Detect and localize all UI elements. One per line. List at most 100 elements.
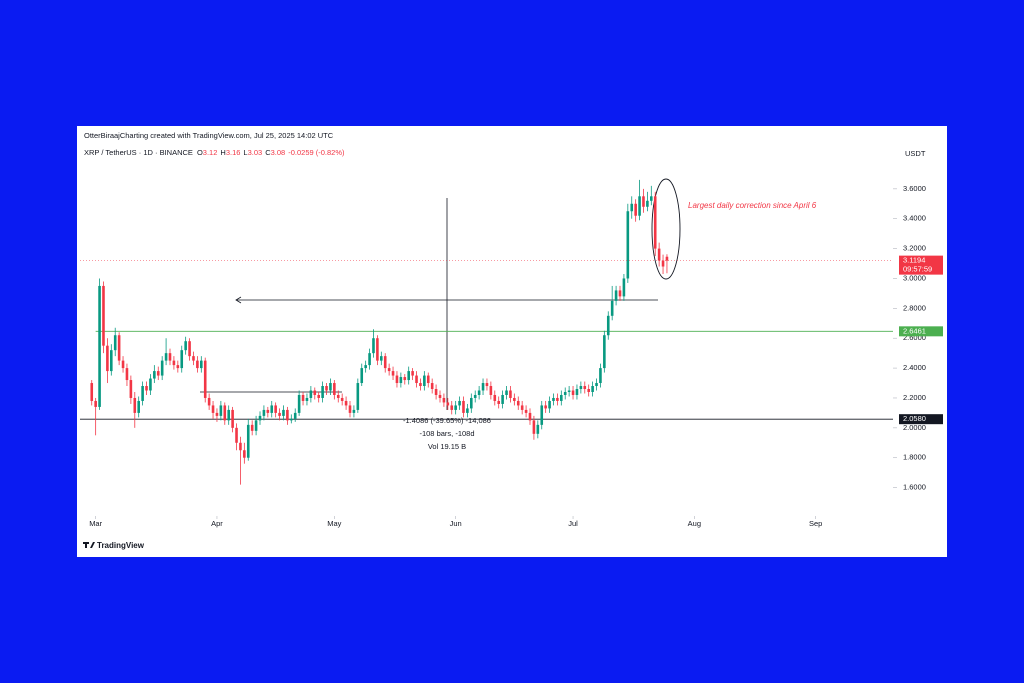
candle-body (505, 390, 508, 395)
candle-body (481, 383, 485, 391)
arrow-head (235, 296, 242, 304)
candle-body (113, 335, 117, 351)
candle-body (579, 386, 583, 390)
y-tick-label: 2.8000 (903, 303, 926, 312)
candle-body (642, 196, 645, 207)
x-tick-label: Aug (688, 519, 701, 528)
candle-body (356, 383, 360, 410)
candle-body (164, 353, 168, 361)
candle-body (501, 394, 504, 404)
candle-body (466, 408, 469, 413)
candle-body (313, 390, 317, 395)
countdown: 09:57:59 (903, 265, 932, 274)
candle-body (98, 285, 101, 407)
candle-body (516, 400, 520, 406)
measure-text: -108 bars, -108d (419, 429, 474, 438)
candle-body (540, 405, 544, 425)
x-tick-label: Sep (809, 519, 822, 528)
price-tag-label: 2.6461 (903, 326, 926, 335)
candle-body (470, 397, 473, 409)
candle-body (485, 383, 489, 387)
x-tick-label: Mar (89, 519, 102, 528)
chart-panel (77, 126, 947, 557)
candle-body (262, 409, 266, 416)
candle-body (391, 371, 395, 376)
ohlc-value: 3.16 (226, 148, 241, 157)
candle-body (207, 397, 211, 406)
candle-body (305, 397, 309, 401)
candle-body (509, 390, 512, 398)
candle-body (223, 405, 227, 421)
candle-body (434, 389, 438, 395)
candle-body (493, 394, 497, 401)
brand: TradingView (83, 541, 145, 550)
candle-body (125, 368, 129, 381)
annotation: Largest daily correction since April 6 (688, 201, 817, 210)
candle-body (446, 402, 450, 406)
candle-body (250, 424, 254, 431)
candle-body (309, 390, 313, 398)
candle-body (196, 360, 199, 369)
candle-body (622, 278, 626, 297)
candle-body (149, 378, 152, 391)
candle-body (94, 400, 97, 407)
candle-body (497, 400, 500, 404)
candle-body (372, 338, 375, 354)
candle-body (567, 390, 571, 392)
credit: OtterBiraajCharting created with Trading… (84, 131, 334, 140)
candle-body (102, 285, 105, 346)
candle-body (333, 383, 336, 395)
candle-body (239, 442, 242, 451)
y-tick-label: 3.2000 (903, 244, 926, 253)
currency: USDT (905, 149, 926, 158)
y-tick-label: 2.6000 (903, 333, 926, 342)
candle-body (571, 390, 575, 395)
candle-body (172, 360, 176, 366)
candle-body (184, 341, 187, 351)
candle-body (646, 200, 649, 207)
candle-body (528, 412, 532, 421)
candle-body (321, 386, 324, 398)
ohlc-key: H (220, 148, 225, 157)
candle-body (399, 377, 403, 384)
candle-body (227, 409, 230, 421)
candle-body (591, 386, 594, 392)
candle-body (552, 397, 555, 401)
candle-body (129, 380, 133, 398)
candle-body (430, 383, 434, 390)
highlight-ellipse (651, 178, 681, 280)
y-tick-label: 2.4000 (903, 363, 926, 372)
candle-body (423, 375, 426, 387)
candle-body (438, 394, 442, 398)
y-tick-label: 1.6000 (903, 483, 926, 492)
price-tag (899, 326, 943, 337)
candle-body (192, 356, 195, 361)
y-tick-label: 3.0000 (903, 273, 926, 282)
candle-body (458, 400, 461, 406)
x-tick-label: Jun (450, 519, 462, 528)
candle-body (462, 400, 465, 413)
candles (90, 179, 669, 485)
candle-body (450, 405, 454, 410)
candle-body (200, 360, 203, 369)
symbol: XRP / TetherUS · 1D · BINANCE (84, 148, 193, 157)
candle-body (368, 353, 371, 366)
candle-body (599, 368, 602, 384)
ohlc-value: 3.08 (271, 148, 286, 157)
last-price-label: 3.1194 (903, 256, 925, 265)
candle-body (387, 368, 391, 372)
candle-body (477, 390, 481, 395)
candle-body (524, 409, 528, 413)
candle-body (454, 405, 457, 410)
measure-text: Vol 19.15 B (428, 442, 466, 451)
candle-body (426, 375, 430, 384)
candle-body (121, 360, 125, 369)
candle-body (110, 350, 113, 372)
candle-body (325, 386, 328, 391)
candle-body (380, 356, 383, 361)
x-tick-label: Apr (211, 519, 223, 528)
last-price-tag (899, 255, 943, 275)
ohlc-key: C (265, 148, 271, 157)
